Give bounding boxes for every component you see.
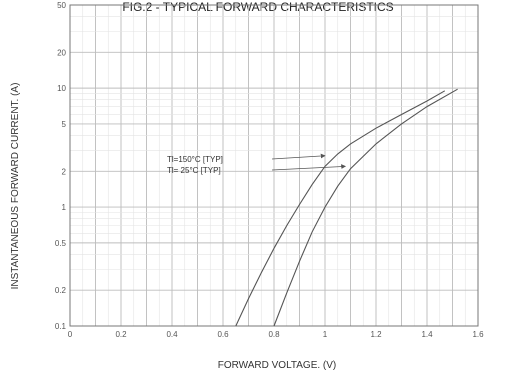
x-tick-label: 1 <box>323 330 328 339</box>
y-tick-label: 0.1 <box>55 322 67 331</box>
chart-annotations: Tl=150°C [TYP] Tl= 25°C [TYP] <box>167 153 346 175</box>
y-tick-label: 50 <box>57 1 66 10</box>
y-tick-label: 0.5 <box>55 239 67 248</box>
series-line-150c <box>235 90 446 327</box>
x-tick-label: 1.4 <box>421 330 433 339</box>
y-tick-label: 1 <box>62 203 67 212</box>
x-tick-label: 0.4 <box>166 330 178 339</box>
x-tick-label: 1.2 <box>370 330 382 339</box>
chart-series <box>235 88 458 327</box>
y-tick-label: 0.2 <box>55 286 67 295</box>
annotation-arrow <box>271 153 326 160</box>
x-tick-label: 0.8 <box>268 330 280 339</box>
series-line-25c <box>273 88 458 327</box>
y-axis-label: INSTANTANEOUS FORWARD CURRENT. (A) <box>10 83 21 290</box>
annotation-arrow <box>271 164 346 171</box>
chart-title: FIG.2 - TYPICAL FORWARD CHARACTERISTICS <box>122 0 393 14</box>
chart-grid <box>69 4 479 327</box>
y-tick-label: 2 <box>62 167 67 176</box>
x-tick-label: 0 <box>68 330 73 339</box>
annotation-label: Tl=150°C [TYP] <box>167 155 223 164</box>
y-tick-label: 10 <box>57 84 66 93</box>
x-axis-label: FORWARD VOLTAGE. (V) <box>218 360 337 371</box>
x-tick-label: 0.2 <box>115 330 127 339</box>
x-tick-labels: 0 0.2 0.4 0.6 0.8 1 1.2 1.4 1.6 <box>68 330 484 339</box>
y-tick-label: 5 <box>62 120 67 129</box>
annotation-label: Tl= 25°C [TYP] <box>167 166 221 175</box>
x-tick-label: 1.6 <box>472 330 484 339</box>
x-tick-label: 0.6 <box>217 330 229 339</box>
y-tick-label: 20 <box>57 48 66 57</box>
y-tick-labels: 0.1 0.2 0.5 1 2 5 10 20 50 <box>55 1 67 331</box>
